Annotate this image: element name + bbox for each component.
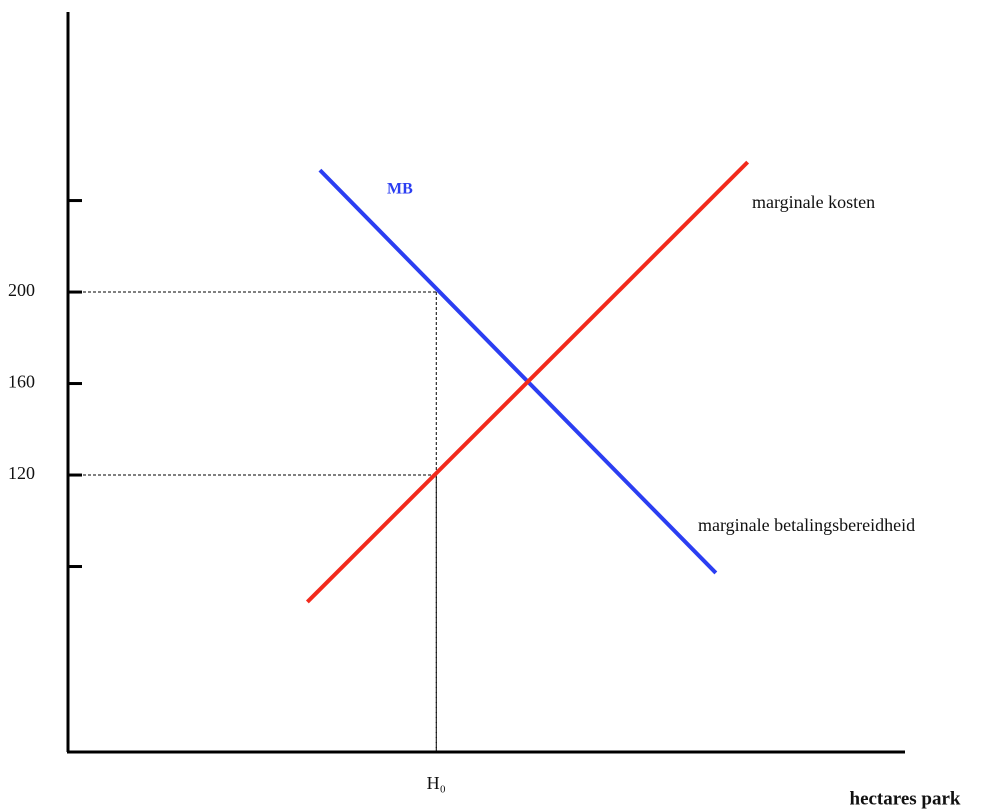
series-line — [305, 160, 750, 604]
x-tick-label: H₀ — [427, 773, 446, 793]
y-tick-label: 160 — [8, 372, 35, 392]
series-label: marginale betalingsbereidheid — [698, 515, 915, 535]
x-axis-label: hectares park — [850, 788, 961, 809]
series-line — [318, 168, 718, 575]
y-tick-label: 200 — [8, 280, 35, 300]
series-label: marginale kosten — [752, 192, 875, 212]
y-tick-label: 120 — [8, 463, 35, 483]
annotation: MB — [387, 181, 413, 198]
